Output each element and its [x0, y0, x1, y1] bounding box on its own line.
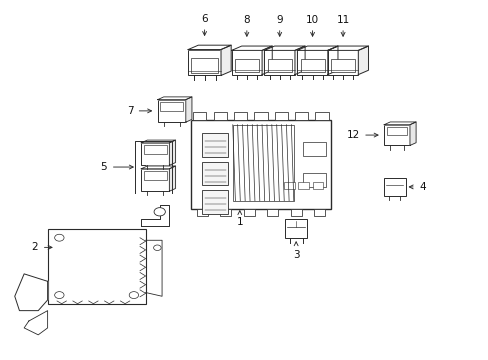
Bar — [144, 171, 166, 180]
Bar — [330, 59, 354, 72]
Polygon shape — [264, 46, 305, 50]
Bar — [383, 178, 405, 196]
Bar — [274, 112, 287, 120]
Bar — [290, 210, 301, 216]
Bar — [267, 59, 291, 72]
Bar — [303, 142, 325, 156]
Polygon shape — [185, 97, 191, 122]
Bar — [327, 50, 358, 75]
Bar — [315, 112, 328, 120]
Text: 1: 1 — [236, 217, 243, 227]
Bar — [284, 183, 294, 189]
Polygon shape — [24, 311, 47, 335]
Bar — [190, 120, 331, 210]
Polygon shape — [297, 46, 337, 50]
Bar — [47, 229, 145, 304]
Bar — [294, 112, 307, 120]
Text: 6: 6 — [201, 14, 207, 24]
Bar — [220, 210, 231, 216]
Circle shape — [55, 234, 64, 241]
Bar — [231, 50, 262, 75]
Polygon shape — [141, 140, 175, 143]
Polygon shape — [327, 46, 368, 50]
Text: 5: 5 — [100, 162, 107, 172]
Text: 7: 7 — [126, 106, 133, 116]
Text: 3: 3 — [292, 250, 299, 260]
Polygon shape — [294, 46, 305, 75]
Bar — [232, 125, 293, 201]
Text: 9: 9 — [276, 15, 283, 25]
Bar — [213, 112, 226, 120]
Bar — [297, 50, 327, 75]
Polygon shape — [141, 205, 169, 226]
Polygon shape — [141, 166, 175, 169]
Bar — [243, 210, 254, 216]
Bar — [234, 59, 258, 72]
Polygon shape — [262, 46, 272, 75]
Bar — [144, 145, 166, 154]
Text: 2: 2 — [31, 242, 38, 252]
Polygon shape — [157, 97, 191, 100]
Bar — [191, 58, 217, 73]
Polygon shape — [384, 122, 415, 125]
Bar — [313, 210, 325, 216]
Text: 11: 11 — [336, 15, 349, 25]
Bar — [384, 125, 409, 145]
Bar — [193, 112, 206, 120]
Text: 4: 4 — [418, 182, 425, 192]
Polygon shape — [231, 46, 272, 50]
Bar — [300, 59, 324, 72]
Polygon shape — [169, 166, 175, 191]
Bar — [141, 169, 169, 191]
Bar — [303, 173, 325, 187]
Circle shape — [154, 208, 165, 216]
Polygon shape — [327, 46, 337, 75]
Bar — [188, 50, 221, 76]
Bar — [266, 210, 278, 216]
Polygon shape — [188, 45, 231, 50]
Bar — [196, 210, 207, 216]
Bar — [264, 50, 294, 75]
Circle shape — [129, 292, 138, 298]
Polygon shape — [15, 274, 47, 311]
Bar — [160, 102, 183, 111]
Text: 12: 12 — [346, 130, 359, 140]
Bar — [202, 190, 227, 213]
Polygon shape — [409, 122, 415, 145]
Bar — [312, 183, 322, 189]
Bar — [202, 162, 227, 185]
Bar — [234, 112, 246, 120]
Polygon shape — [358, 46, 368, 75]
Circle shape — [55, 292, 64, 298]
Bar — [157, 100, 185, 122]
Text: 10: 10 — [305, 15, 319, 25]
Circle shape — [153, 245, 161, 251]
Bar — [254, 112, 267, 120]
Bar — [141, 143, 169, 165]
Polygon shape — [169, 140, 175, 165]
Polygon shape — [221, 45, 231, 76]
Bar — [202, 133, 227, 157]
Bar — [298, 183, 308, 189]
Bar — [285, 219, 307, 238]
Bar — [386, 127, 407, 135]
Text: 8: 8 — [243, 15, 250, 25]
